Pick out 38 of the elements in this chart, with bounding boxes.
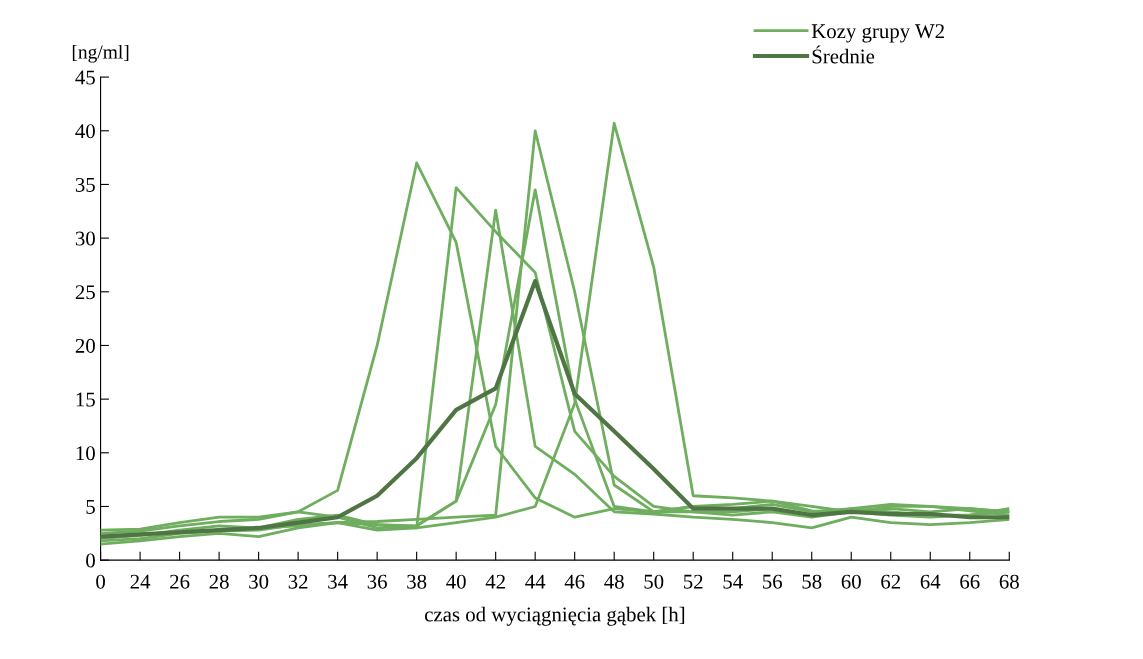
legend-label: Kozy grupy W2 [811, 24, 944, 43]
y-tick-label: 30 [75, 231, 95, 246]
y-tick-label: 15 [76, 392, 95, 407]
x-tick-label: 32 [288, 574, 308, 589]
x-tick-label: 28 [209, 574, 229, 589]
x-tick-label: 66 [960, 574, 980, 589]
x-axis-title: czas od wyciągnięcia gąbek [h] [424, 606, 685, 626]
y-tick-label: 35 [75, 177, 95, 192]
x-tick-label: 36 [367, 574, 387, 589]
x-tick-label: 50 [644, 574, 664, 589]
x-tick-label: 0 [96, 574, 105, 589]
x-tick-label: 24 [130, 574, 151, 589]
y-tick-label: 25 [75, 285, 95, 300]
x-tick-label: 60 [841, 574, 861, 589]
x-tick-label: 54 [723, 574, 743, 589]
x-tick-label: 40 [446, 574, 466, 589]
y-tick-label: 5 [86, 500, 95, 514]
x-tick-label: 52 [684, 574, 703, 589]
y-tick-label: 0 [86, 553, 95, 568]
x-tick-label: 44 [525, 574, 546, 589]
x-tick-label: 30 [249, 574, 269, 589]
y-tick-label: 40 [75, 124, 95, 139]
x-tick-label: 46 [564, 574, 585, 589]
x-tick-label: 48 [604, 574, 624, 589]
x-tick-label: 58 [802, 574, 822, 589]
x-tick-label: 68 [999, 574, 1019, 589]
x-tick-label: 42 [485, 574, 505, 589]
legend-label: Średnie [812, 45, 875, 64]
x-tick-label: 64 [920, 574, 941, 589]
x-tick-label: 62 [881, 574, 901, 589]
y-tick-label: 20 [75, 338, 95, 353]
y-tick-label: 45 [75, 70, 95, 85]
x-tick-label: 56 [763, 574, 783, 589]
x-tick-label: 34 [328, 574, 348, 589]
x-tick-label: 26 [170, 574, 190, 589]
y-tick-label: 10 [76, 446, 95, 461]
y-axis-title: [ng/ml] [72, 44, 129, 63]
x-tick-label: 38 [407, 574, 427, 589]
